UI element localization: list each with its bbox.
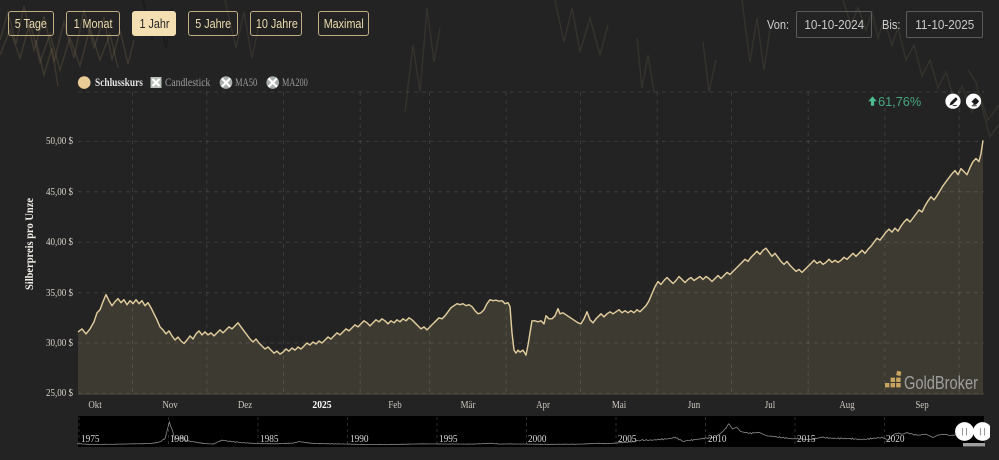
svg-text:GoldBroker: GoldBroker (904, 373, 978, 393)
